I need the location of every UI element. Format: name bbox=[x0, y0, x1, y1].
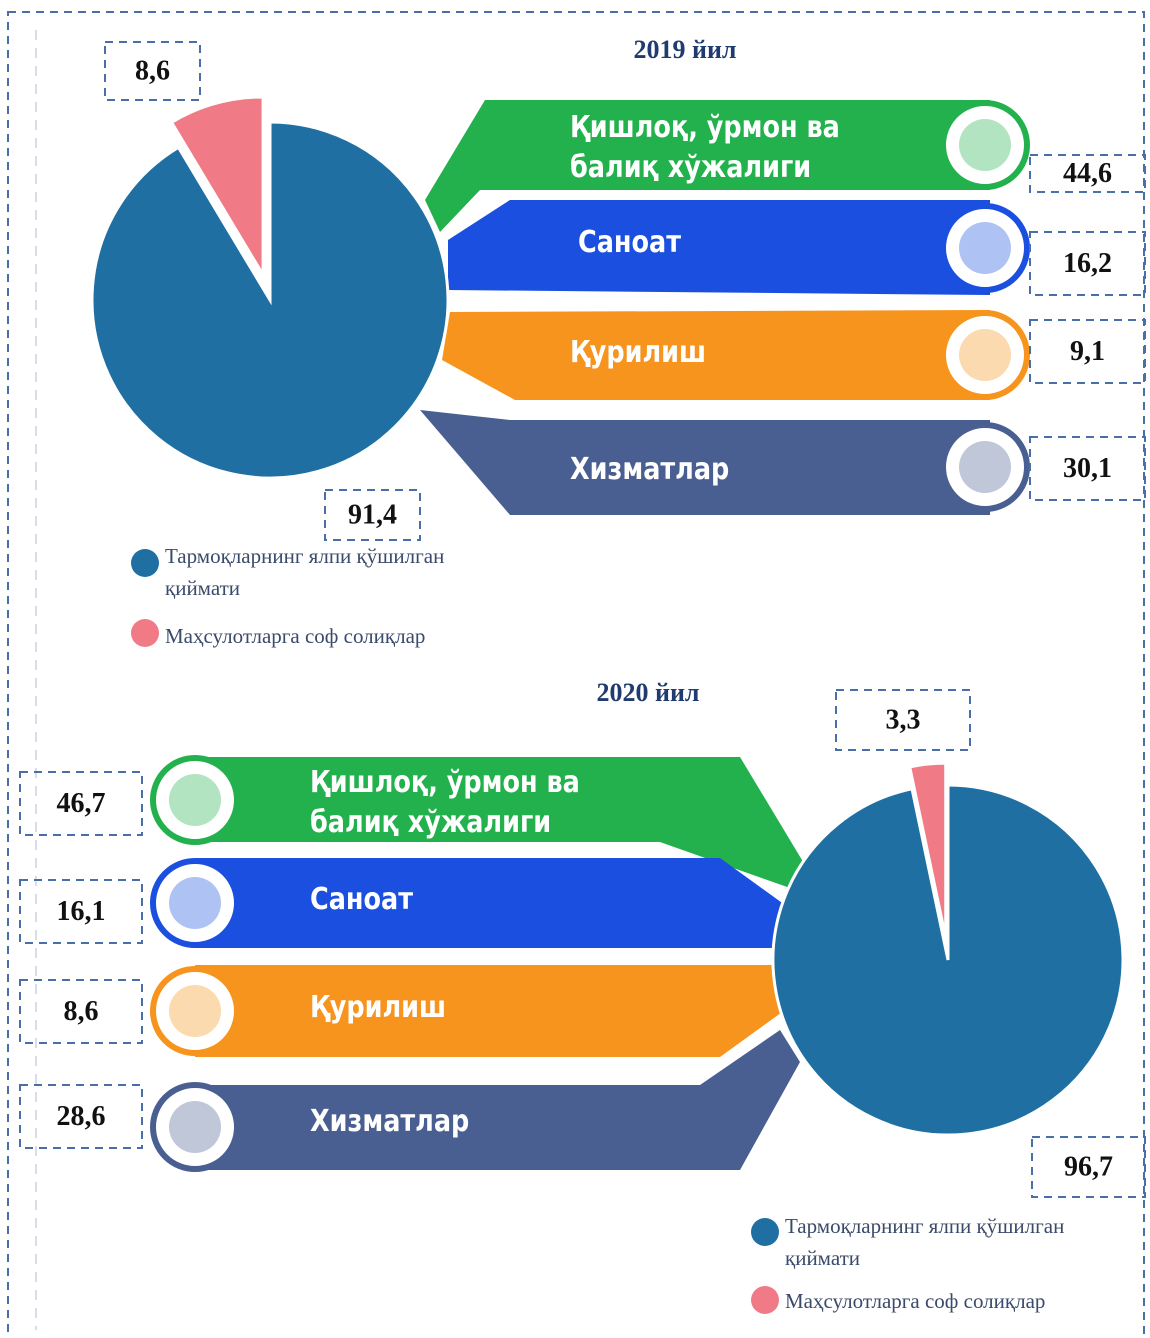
sector-value: 46,7 bbox=[57, 788, 106, 819]
value-box bbox=[1029, 154, 1146, 193]
value-box bbox=[835, 689, 971, 751]
sector-icon-inner bbox=[959, 441, 1011, 493]
sector-ribbon bbox=[195, 1030, 800, 1170]
sector-name: Хизматлар bbox=[310, 1104, 470, 1139]
value-box bbox=[1029, 231, 1146, 296]
sector-icon-inner bbox=[959, 329, 1011, 381]
sector-icon bbox=[150, 966, 240, 1056]
chart-title: 2019 йил bbox=[633, 35, 736, 64]
sector-name: Хизматлар bbox=[570, 452, 730, 487]
sector-value: 28,6 bbox=[57, 1101, 106, 1132]
sector-name: Қурилиш bbox=[570, 335, 707, 370]
value-box bbox=[19, 1084, 143, 1149]
sector-icon-inner bbox=[169, 985, 221, 1037]
sector-ribbon bbox=[425, 100, 990, 232]
sector-icon bbox=[150, 1082, 240, 1172]
legend-label: Маҳсулотларга соф солиқлар bbox=[785, 1289, 1046, 1313]
sector-ribbon bbox=[420, 410, 990, 515]
sector-value: 30,1 bbox=[1063, 453, 1112, 484]
sector-name: Қишлоқ, ўрмон ва балиқ хўжалиги bbox=[310, 765, 580, 840]
legend-label: Тармоқларнинг ялпи қўшилган қиймати bbox=[165, 544, 445, 600]
sector-value: 16,1 bbox=[57, 896, 106, 927]
legend-swatch bbox=[131, 619, 159, 647]
sector-icon-inner bbox=[169, 1101, 221, 1153]
sector-icon-inner bbox=[959, 222, 1011, 274]
sector-icon-inner bbox=[169, 774, 221, 826]
page-border bbox=[7, 11, 1145, 1338]
sector-ribbon bbox=[195, 965, 785, 1057]
pie-value-label: 8,6 bbox=[135, 55, 170, 86]
sector-value: 16,2 bbox=[1063, 248, 1112, 279]
legend-swatch bbox=[751, 1218, 779, 1246]
legend-swatch bbox=[131, 549, 159, 577]
sector-ribbon bbox=[448, 200, 990, 295]
sector-icon bbox=[940, 100, 1030, 190]
value-box bbox=[19, 979, 143, 1044]
pie-value-label: 91,4 bbox=[348, 499, 397, 530]
legend-swatch bbox=[751, 1286, 779, 1314]
sector-icon-inner bbox=[959, 119, 1011, 171]
sector-icon bbox=[940, 422, 1030, 512]
value-box bbox=[104, 41, 201, 101]
sector-value: 8,6 bbox=[64, 996, 99, 1027]
value-box bbox=[1031, 1136, 1146, 1198]
pie-slice bbox=[90, 120, 450, 480]
pie-value-label: 3,3 bbox=[886, 704, 921, 735]
sector-ribbon bbox=[195, 858, 785, 948]
pie-slice bbox=[771, 783, 1125, 1137]
sector-name: Қишлоқ, ўрмон ва балиқ хўжалиги bbox=[570, 110, 840, 185]
value-box bbox=[1029, 436, 1146, 501]
sector-icon bbox=[150, 858, 240, 948]
sector-name: Саноат bbox=[310, 882, 414, 917]
value-box bbox=[19, 879, 143, 944]
chart-title: 2020 йил bbox=[596, 678, 699, 707]
sector-icon-inner bbox=[169, 877, 221, 929]
value-box bbox=[1029, 319, 1146, 384]
value-box bbox=[19, 771, 143, 836]
sector-icon bbox=[940, 310, 1030, 400]
sector-icon bbox=[940, 203, 1030, 293]
pie-slice bbox=[907, 761, 948, 939]
value-box bbox=[324, 489, 421, 541]
sector-name: Қурилиш bbox=[310, 990, 447, 1025]
sector-icon bbox=[150, 755, 240, 845]
legend-label: Маҳсулотларга соф солиқлар bbox=[165, 624, 426, 648]
pie-value-label: 96,7 bbox=[1064, 1151, 1113, 1182]
legend-label: Тармоқларнинг ялпи қўшилган қиймати bbox=[785, 1214, 1065, 1270]
sector-value: 44,6 bbox=[1063, 158, 1112, 189]
sector-value: 9,1 bbox=[1070, 336, 1105, 367]
pie-slice bbox=[169, 95, 265, 281]
sector-ribbon bbox=[442, 310, 990, 400]
sector-name: Саноат bbox=[578, 225, 682, 260]
sector-ribbon bbox=[195, 757, 805, 888]
